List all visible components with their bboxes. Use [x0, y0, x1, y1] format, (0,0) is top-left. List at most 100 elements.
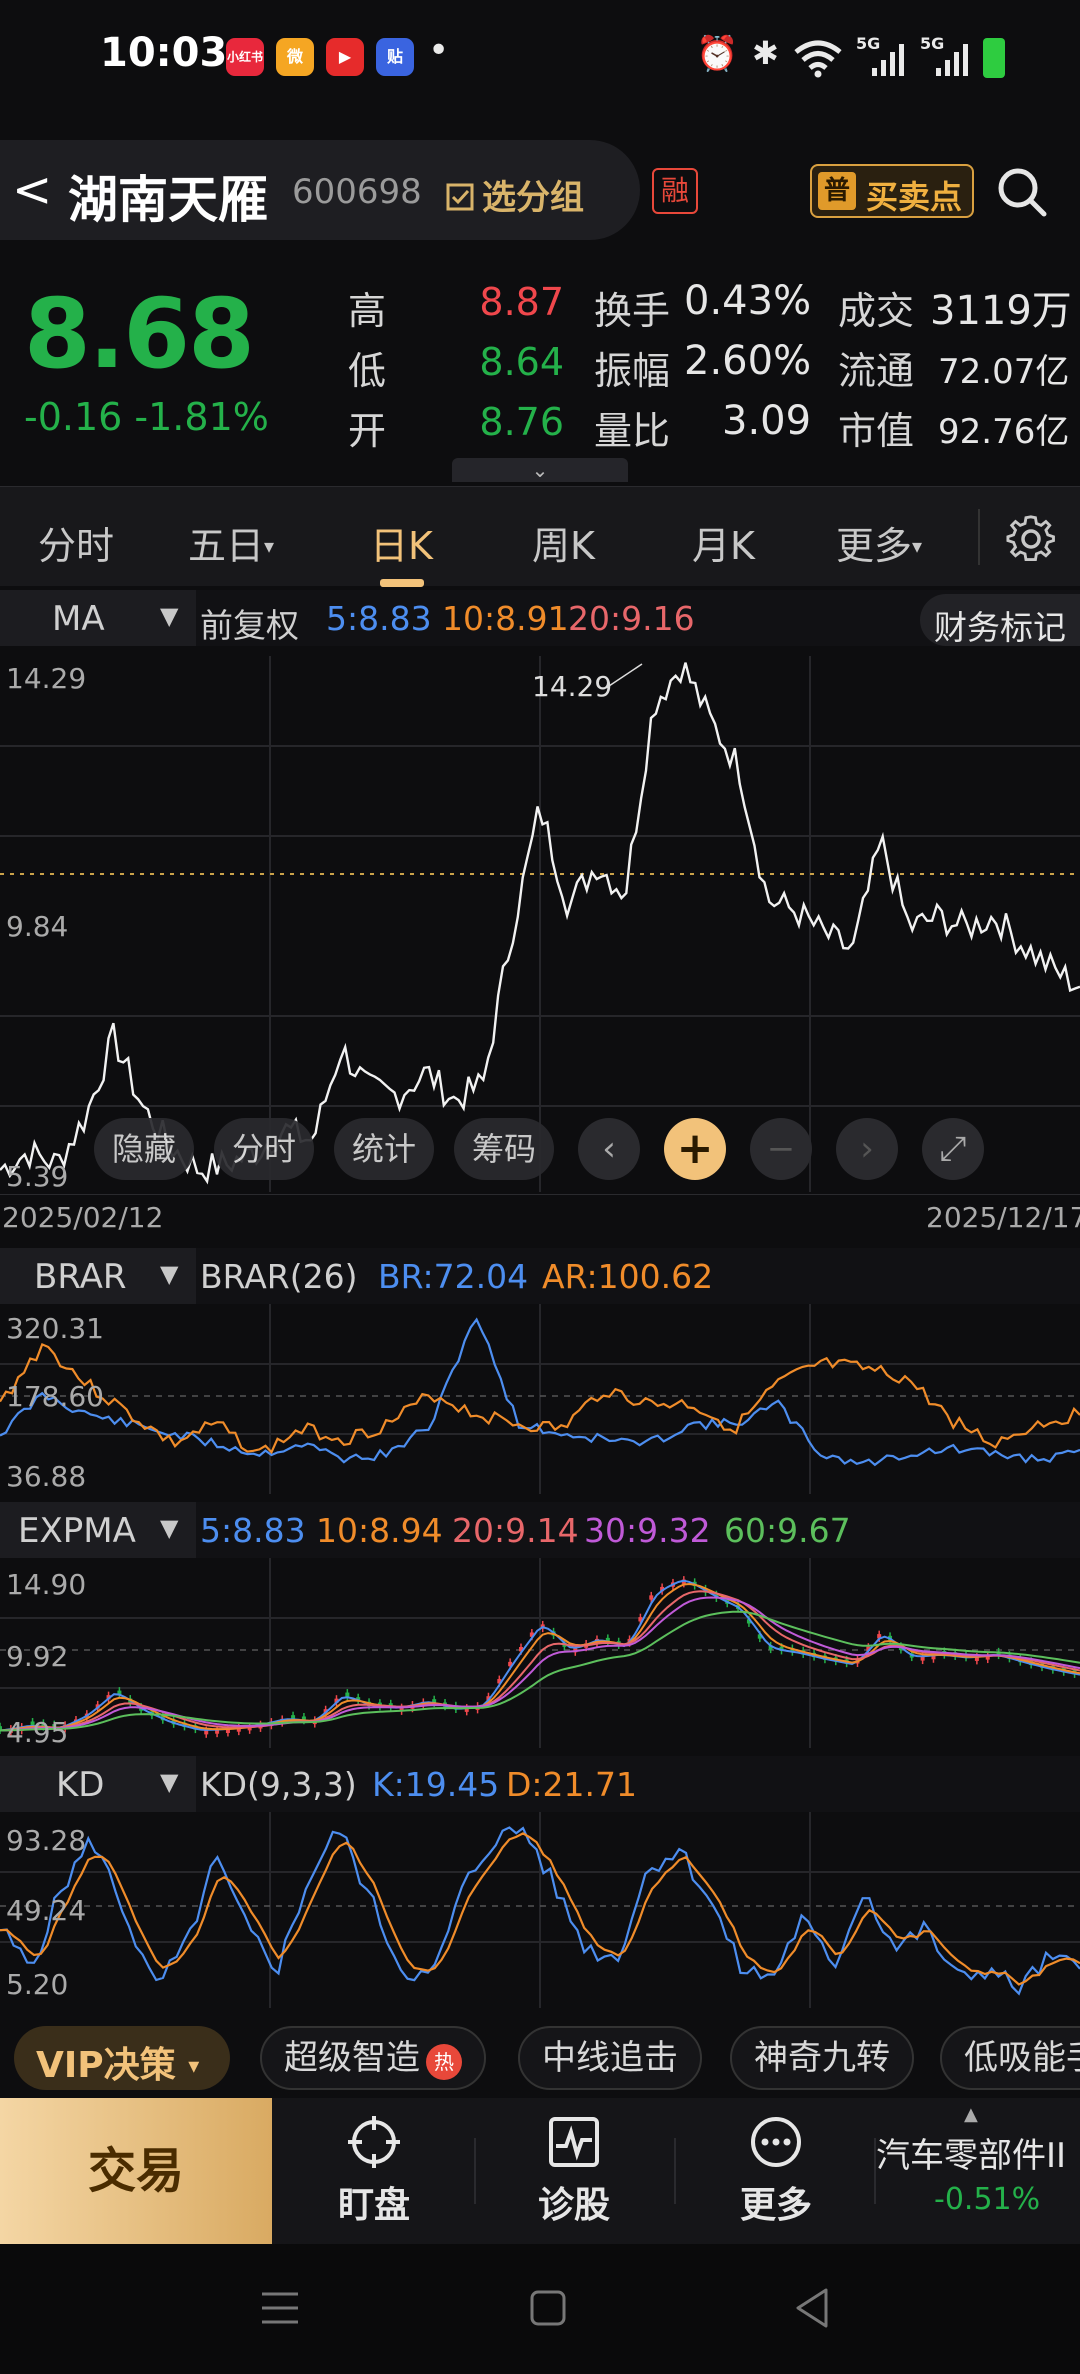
intraday-overlay-button[interactable]: 分时	[214, 1118, 314, 1180]
candle-body	[768, 1645, 773, 1650]
vip-decision-button[interactable]: VIP决策 ▾	[14, 2026, 230, 2090]
expma-chart-svg	[0, 1558, 1080, 1748]
candle-body	[660, 1586, 665, 1592]
candle-body	[649, 1595, 654, 1600]
tab-five-day[interactable]: 五日▾	[188, 515, 274, 570]
amplitude-value: 2.60%	[684, 338, 812, 384]
stats-button[interactable]: 统计	[334, 1118, 434, 1180]
brar-selector-label: BRAR	[34, 1257, 127, 1297]
open-value: 8.76	[479, 400, 564, 444]
candle-body	[291, 1715, 296, 1720]
float-cap-value: 72.07亿	[938, 352, 1070, 392]
notification-dot-icon: •	[428, 30, 450, 71]
sector-name[interactable]: 汽车零部件II	[876, 2136, 1067, 2176]
ma-selector[interactable]: MA ▼	[0, 590, 196, 646]
amount-label: 成交	[838, 289, 915, 333]
tab-five-day-label: 五日	[188, 524, 265, 568]
ma-indicator-bar: MA ▼ 前复权 5:8.83 10:8.91 20:9.16	[0, 590, 1080, 646]
candle-body	[746, 1619, 751, 1624]
strategy-chip-low-buy[interactable]: 低吸能手	[940, 2026, 1080, 2090]
candle-body	[985, 1655, 990, 1660]
search-icon[interactable]	[992, 162, 1052, 222]
candle-body	[41, 1722, 46, 1728]
watch-button[interactable]: 盯盘	[274, 2098, 474, 2244]
adjust-mode[interactable]: 前复权	[200, 606, 299, 645]
next-arrow-icon[interactable]: ›	[836, 1118, 898, 1180]
diagnose-button[interactable]: 诊股	[474, 2098, 674, 2244]
tab-daily-k[interactable]: 日K	[370, 524, 433, 568]
tab-weekly-k[interactable]: 周K	[532, 524, 595, 568]
nav-separator	[474, 2138, 476, 2204]
zoom-out-icon[interactable]: −	[750, 1118, 812, 1180]
zoom-in-icon[interactable]: +	[664, 1118, 726, 1180]
trade-button[interactable]: 交易	[0, 2098, 272, 2244]
more-button[interactable]: 更多	[676, 2098, 876, 2244]
expma-chart[interactable]: 14.90 9.92 4.95	[0, 1558, 1080, 1749]
chip-label: 超级智造	[284, 2038, 420, 2078]
tieba-icon: 贴	[376, 38, 414, 76]
k-value: K:19.45	[372, 1765, 500, 1804]
group-button-label: 选分组	[482, 178, 584, 218]
alarm-icon: ⏰	[696, 34, 739, 74]
candle-body	[681, 1579, 686, 1584]
y-axis-top-label: 14.29	[6, 662, 87, 695]
kd-mid-label: 49.24	[6, 1894, 87, 1927]
strategy-chip-midterm[interactable]: 中线追击	[518, 2026, 702, 2090]
expma-mid-label: 9.92	[6, 1640, 69, 1673]
strategy-chip-super-manufacturing[interactable]: 超级智造热	[260, 2026, 486, 2090]
add-to-group-button[interactable]: 选分组	[446, 170, 584, 219]
back-button[interactable]: <	[12, 162, 53, 218]
brar-mid-label: 178.60	[6, 1380, 104, 1413]
stock-name: 湖南天雁	[68, 171, 268, 229]
strategy-chip-nine-turns[interactable]: 神奇九转	[730, 2026, 914, 2090]
float-cap-label: 流通	[838, 349, 915, 393]
candle-body	[920, 1656, 925, 1661]
kd-chart-svg	[0, 1812, 1080, 2008]
kd-selector[interactable]: KD ▼	[0, 1756, 196, 1812]
y-axis-mid-label: 9.84	[6, 910, 69, 943]
candle-body	[399, 1707, 404, 1712]
candle-body	[529, 1632, 534, 1637]
ma10-value: 10:8.91	[442, 599, 569, 638]
candle-body	[432, 1699, 437, 1704]
checkbox-icon	[446, 183, 474, 211]
ma20-value: 20:9.16	[568, 599, 695, 638]
k-line	[0, 1826, 1080, 1996]
y-axis-bottom-label: 5.39	[6, 1160, 69, 1193]
expma-selector[interactable]: EXPMA ▼	[0, 1502, 196, 1558]
low-label: 低	[348, 349, 387, 393]
hide-button[interactable]: 隐藏	[94, 1118, 194, 1180]
brar-title: BRAR(26)	[200, 1257, 358, 1296]
buy-sell-points-button[interactable]: 普 买卖点	[810, 164, 974, 218]
date-axis: 2025/02/12 2025/12/17	[0, 1194, 1080, 1240]
finance-mark-button[interactable]: 财务标记	[920, 594, 1080, 647]
volume-ratio-value: 3.09	[722, 398, 812, 444]
candle-body	[508, 1661, 513, 1667]
home-icon[interactable]	[528, 2288, 568, 2328]
stock-header: < 湖南天雁 600698 选分组	[0, 140, 640, 240]
volume-ratio-label: 量比	[594, 409, 671, 453]
kd-chart[interactable]: 93.28 49.24 5.20	[0, 1812, 1080, 2008]
prev-arrow-icon[interactable]: ‹	[578, 1118, 640, 1180]
collapse-quote-button[interactable]: ⌄	[452, 458, 628, 482]
active-tab-indicator	[380, 579, 424, 587]
tab-monthly-k[interactable]: 月K	[692, 524, 755, 568]
back-nav-icon[interactable]	[792, 2286, 832, 2330]
gear-icon[interactable]	[1006, 513, 1056, 563]
tab-intraday[interactable]: 分时	[38, 524, 115, 568]
candle-body	[877, 1634, 882, 1639]
candle-body	[215, 1729, 220, 1734]
tab-more[interactable]: 更多▾	[836, 515, 922, 570]
menu-icon[interactable]	[258, 2288, 302, 2328]
market-cap-label: 市值	[838, 409, 915, 453]
current-price: 8.68	[24, 278, 255, 390]
expand-up-icon[interactable]: ▲	[964, 2104, 978, 2125]
market-cap-value: 92.76亿	[938, 412, 1070, 452]
brar-chart[interactable]: 320.31 178.60 36.88	[0, 1304, 1080, 1494]
peak-price-label: 14.29	[532, 670, 613, 703]
main-price-chart[interactable]: 14.29 9.84 5.39 14.29	[0, 656, 1080, 1193]
turnover-value: 0.43%	[684, 278, 812, 324]
fullscreen-icon[interactable]: ⤢	[922, 1118, 984, 1180]
brar-selector[interactable]: BRAR ▼	[0, 1248, 196, 1304]
chips-button[interactable]: 筹码	[454, 1118, 554, 1180]
